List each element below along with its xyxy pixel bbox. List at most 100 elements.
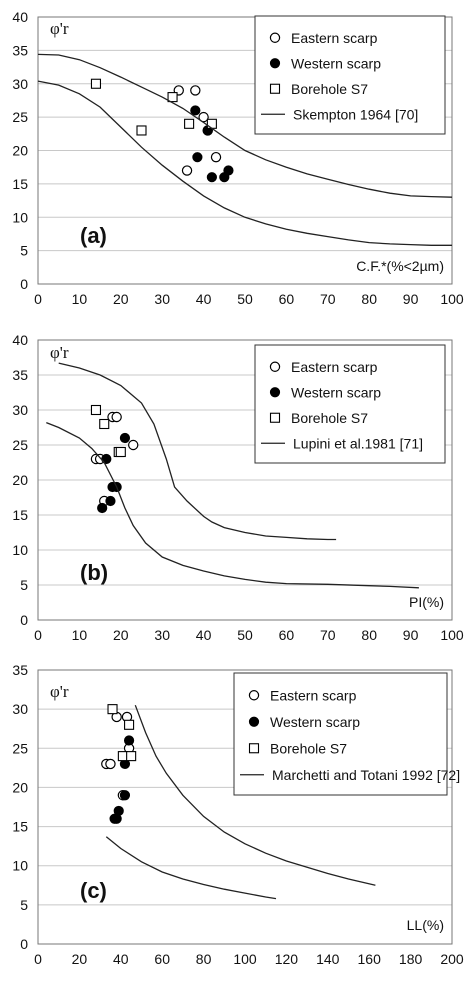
circle-marker — [190, 105, 201, 116]
x-tick-label: 10 — [72, 627, 88, 643]
y-axis-label: φ'r — [50, 19, 69, 38]
circle-marker — [123, 735, 135, 746]
legend-label: Lupini et al.1981 [71] — [293, 435, 423, 451]
circle-marker — [105, 495, 116, 507]
legend-label: Borehole S7 — [291, 410, 368, 426]
y-tick-label: 30 — [12, 701, 28, 717]
chart-panel-2: 0 5 10 15 20 25 30 35 40 0 10 20 30 40 50 60 70 80 90 100 φ'… — [12, 332, 463, 643]
x-tick-label: 20 — [113, 627, 129, 643]
x-tick-label: 60 — [279, 291, 295, 307]
circle-marker — [113, 805, 124, 817]
legend-label: Skempton 1964 [70] — [293, 106, 418, 122]
x-tick-label: 70 — [320, 627, 336, 643]
panel-label: (c) — [80, 878, 107, 903]
x-tick-label: 50 — [237, 291, 253, 307]
square-marker — [184, 118, 195, 129]
legend-label: Eastern scarp — [291, 359, 378, 375]
legend-marker — [269, 387, 281, 398]
square-marker — [99, 418, 110, 430]
y-tick-label: 10 — [12, 858, 28, 874]
circle-marker — [181, 165, 193, 176]
y-tick-label: 5 — [20, 897, 28, 913]
x-axis-label: C.F.*(%<2µm) — [356, 258, 444, 274]
legend-label: Western scarp — [291, 55, 381, 71]
legend-marker — [269, 58, 281, 69]
x-tick-label: 20 — [113, 291, 129, 307]
legend-label: Borehole S7 — [270, 740, 347, 756]
square-marker — [167, 92, 178, 103]
reference-curve — [46, 421, 419, 589]
legend-label: Eastern scarp — [270, 687, 357, 703]
legend-label: Marchetti and Totani 1992 [72] — [272, 767, 460, 783]
square-marker — [90, 404, 102, 416]
x-tick-label: 70 — [320, 291, 336, 307]
y-tick-label: 30 — [12, 76, 28, 92]
x-tick-label: 100 — [440, 627, 464, 643]
legend: Eastern scarp Western scarp Borehole S7 Lup… — [254, 344, 446, 464]
legend-box — [254, 344, 446, 464]
circle-marker — [111, 411, 122, 423]
legend-marker — [248, 690, 260, 701]
legend-marker — [269, 32, 281, 43]
circle-marker — [119, 790, 131, 801]
y-tick-label: 15 — [12, 819, 28, 835]
square-marker — [126, 751, 137, 762]
y-tick-label: 20 — [12, 472, 28, 488]
legend-label: Eastern scarp — [291, 30, 378, 46]
x-tick-label: 30 — [154, 627, 170, 643]
y-axis-label: φ'r — [50, 682, 69, 701]
x-tick-label: 30 — [154, 291, 170, 307]
y-tick-label: 25 — [12, 740, 28, 756]
y-tick-label: 20 — [12, 143, 28, 159]
x-tick-label: 80 — [196, 951, 212, 967]
circle-marker — [109, 813, 120, 824]
circle-marker — [97, 502, 108, 514]
square-marker — [206, 118, 217, 129]
square-marker — [124, 719, 135, 730]
circle-marker — [119, 432, 131, 444]
square-marker — [117, 751, 128, 762]
circle-marker — [192, 152, 203, 163]
x-tick-label: 0 — [34, 627, 42, 643]
x-tick-label: 10 — [72, 291, 88, 307]
y-tick-label: 30 — [12, 402, 28, 418]
x-tick-label: 0 — [34, 951, 42, 967]
x-tick-label: 100 — [233, 951, 257, 967]
y-tick-label: 35 — [12, 42, 28, 58]
y-tick-label: 10 — [12, 209, 28, 225]
legend: Eastern scarp Western scarp Borehole S7 Mar… — [233, 672, 460, 796]
chart-panel-1: 0 5 10 15 20 25 30 35 40 0 10 20 30 40 50 60 70 80 90 100 φ'… — [12, 9, 463, 307]
circle-marker — [128, 439, 139, 451]
y-tick-label: 25 — [12, 437, 28, 453]
x-axis-label: LL(%) — [407, 917, 444, 933]
legend-marker — [248, 743, 260, 754]
x-tick-label: 140 — [316, 951, 340, 967]
y-tick-label: 10 — [12, 542, 28, 558]
x-tick-label: 160 — [358, 951, 382, 967]
y-axis-label: φ'r — [50, 343, 69, 362]
x-tick-label: 120 — [275, 951, 299, 967]
panel-label: (b) — [80, 560, 108, 585]
reference-curve — [105, 836, 277, 900]
reference-curve — [37, 80, 452, 246]
x-tick-label: 180 — [399, 951, 423, 967]
legend-marker — [248, 716, 260, 727]
y-tick-label: 15 — [12, 176, 28, 192]
x-tick-label: 90 — [403, 627, 419, 643]
x-tick-label: 200 — [440, 951, 464, 967]
square-marker — [136, 125, 147, 136]
y-tick-label: 5 — [20, 243, 28, 259]
x-axis-label: PI(%) — [409, 594, 444, 610]
plot-frame — [37, 16, 453, 285]
square-marker — [107, 704, 118, 715]
reference-curve — [134, 704, 376, 886]
circle-marker — [105, 758, 116, 770]
x-tick-label: 80 — [361, 627, 377, 643]
reference-curve — [37, 53, 453, 198]
y-tick-label: 40 — [12, 9, 28, 25]
panel-label: (a) — [80, 223, 107, 248]
legend: Eastern scarp Western scarp Borehole S7 Ske… — [254, 15, 446, 135]
x-tick-label: 50 — [237, 627, 253, 643]
x-tick-label: 40 — [196, 627, 212, 643]
x-tick-label: 40 — [113, 951, 129, 967]
